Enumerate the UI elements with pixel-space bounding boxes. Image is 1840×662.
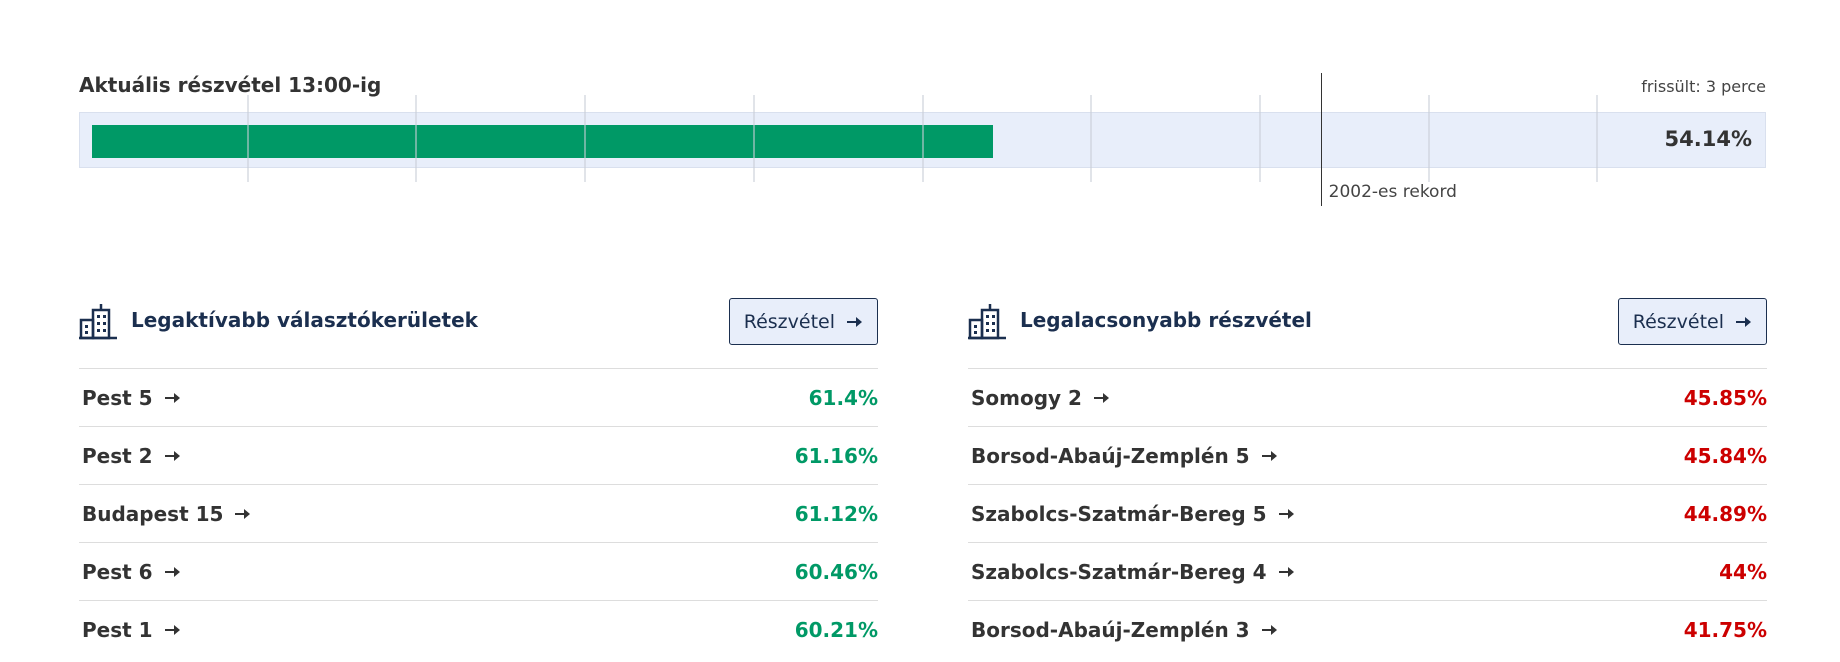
- panel-title: Legaktívabb választókerületek: [131, 308, 478, 332]
- district-name: Somogy 2: [971, 386, 1110, 410]
- turnout-value: 45.85%: [1683, 385, 1767, 410]
- record-label: 2002-es rekord: [1328, 182, 1457, 202]
- panel: Legalacsonyabb részvétel Részvétel Somogy …: [968, 298, 1767, 662]
- arrow-icon: [164, 624, 180, 635]
- district-label: Pest 6: [82, 559, 153, 584]
- grid-line: [1427, 95, 1430, 182]
- arrow-icon: [847, 316, 862, 327]
- turnout-bar: [92, 125, 994, 158]
- turnout-value: 45.84%: [1683, 443, 1767, 468]
- arrow-icon: [1278, 566, 1294, 577]
- grid-line: [1258, 95, 1261, 182]
- turnout-value: 61.12%: [794, 501, 878, 526]
- arrow-icon: [164, 392, 180, 403]
- grid-line: [752, 95, 755, 182]
- district-row[interactable]: Pest 1 60.21%: [79, 600, 878, 658]
- arrow-icon: [1093, 392, 1109, 403]
- district-name: Pest 2: [82, 444, 181, 468]
- arrow-icon: [1261, 450, 1277, 461]
- grid-line: [246, 95, 249, 182]
- district-name: Borsod-Abaúj-Zemplén 3: [971, 618, 1278, 642]
- district-row[interactable]: Somogy 2 45.85%: [968, 368, 1767, 426]
- building-icon: [968, 304, 1006, 340]
- district-name: Pest 6: [82, 560, 181, 584]
- panel-title: Legalacsonyabb részvétel: [1020, 308, 1312, 332]
- district-name: Borsod-Abaúj-Zemplén 5: [971, 444, 1278, 468]
- turnout-value: 60.21%: [794, 617, 878, 642]
- district-name: Szabolcs-Szatmár-Bereg 4: [971, 560, 1295, 584]
- district-row[interactable]: Pest 5 61.4%: [79, 368, 878, 426]
- button-label: Részvétel: [1632, 310, 1724, 333]
- grid-line: [1090, 95, 1093, 182]
- district-name: Budapest 15: [82, 502, 251, 526]
- record-line: [1320, 73, 1322, 206]
- district-label: Szabolcs-Szatmár-Bereg 5: [971, 501, 1267, 526]
- district-row[interactable]: Borsod-Abaúj-Zemplén 5 45.84%: [968, 426, 1767, 484]
- arrow-icon: [164, 566, 180, 577]
- button-label: Részvétel: [743, 310, 835, 333]
- district-label: Pest 1: [82, 617, 153, 642]
- district-label: Somogy 2: [971, 385, 1082, 410]
- turnout-value: 44.89%: [1683, 501, 1767, 526]
- district-label: Budapest 15: [82, 501, 224, 526]
- turnout-label: 54.14%: [1664, 127, 1752, 151]
- grid-line: [584, 95, 587, 182]
- district-label: Pest 5: [82, 385, 153, 410]
- turnout-value: 41.75%: [1683, 617, 1767, 642]
- turnout-value: 44%: [1719, 559, 1767, 584]
- district-row[interactable]: Szabolcs-Szatmár-Bereg 5 44.89%: [968, 484, 1767, 542]
- arrow-icon: [164, 450, 180, 461]
- district-row[interactable]: Pest 2 61.16%: [79, 426, 878, 484]
- district-name: Pest 1: [82, 618, 181, 642]
- district-row[interactable]: Szabolcs-Szatmár-Bereg 4 44%: [968, 542, 1767, 600]
- district-row[interactable]: Borsod-Abaúj-Zemplén 3 41.75%: [968, 600, 1767, 658]
- panel: Legaktívabb választókerületek Részvétel Pe…: [79, 298, 878, 662]
- building-icon: [79, 304, 117, 340]
- district-label: Pest 2: [82, 443, 153, 468]
- district-label: Szabolcs-Szatmár-Bereg 4: [971, 559, 1267, 584]
- panel-button[interactable]: Részvétel: [728, 298, 878, 345]
- district-name: Szabolcs-Szatmár-Bereg 5: [971, 502, 1295, 526]
- grid-line: [1596, 95, 1599, 182]
- district-label: Borsod-Abaúj-Zemplén 5: [971, 443, 1250, 468]
- turnout-value: 61.4%: [808, 385, 878, 410]
- grid-line: [415, 95, 418, 182]
- arrow-icon: [1278, 508, 1294, 519]
- district-label: Borsod-Abaúj-Zemplén 3: [971, 617, 1250, 642]
- updated-note: frissült: 3 perce: [1641, 77, 1766, 96]
- district-row[interactable]: Budapest 15 61.12%: [79, 484, 878, 542]
- arrow-icon: [1736, 316, 1751, 327]
- grid-line: [921, 95, 924, 182]
- arrow-icon: [1261, 624, 1277, 635]
- district-row[interactable]: Pest 6 60.46%: [79, 542, 878, 600]
- arrow-icon: [235, 508, 251, 519]
- panel-button[interactable]: Részvétel: [1617, 298, 1767, 345]
- district-name: Pest 5: [82, 386, 181, 410]
- turnout-value: 61.16%: [794, 443, 878, 468]
- turnout-value: 60.46%: [794, 559, 878, 584]
- turnout-title: Aktuális részvétel 13:00-ig: [79, 73, 382, 97]
